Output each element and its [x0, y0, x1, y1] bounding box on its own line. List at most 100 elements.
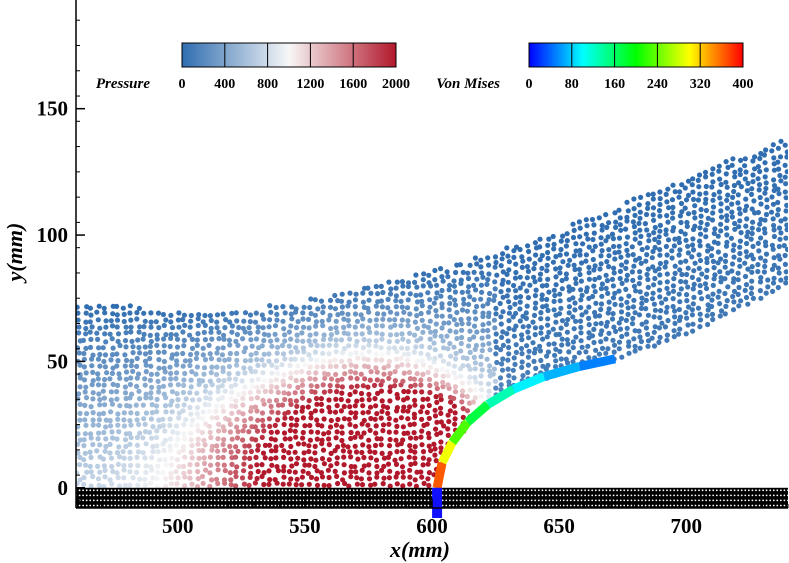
fluid-particle — [711, 192, 717, 198]
fluid-particle — [142, 358, 149, 364]
floor-particle — [747, 494, 750, 497]
fluid-particle — [299, 377, 305, 383]
floor-particle — [594, 489, 597, 492]
floor-particle — [537, 489, 540, 492]
fluid-particle — [90, 410, 96, 416]
fluid-particle — [202, 357, 209, 363]
fluid-particle — [544, 334, 550, 340]
fluid-particle — [599, 248, 605, 254]
fluid-particle — [195, 322, 201, 329]
fluid-particle — [537, 271, 544, 277]
fluid-particle — [711, 276, 717, 282]
fluid-particle — [394, 332, 400, 338]
fluid-particle — [670, 210, 676, 216]
floor-particle — [82, 499, 84, 502]
fluid-particle — [545, 349, 552, 355]
floor-particle — [594, 499, 597, 502]
fluid-particle — [254, 428, 261, 434]
floor-particle — [424, 489, 426, 492]
fluid-particle — [631, 297, 637, 303]
floor-particle — [249, 499, 252, 502]
floor-particle — [260, 499, 262, 502]
floor-particle — [634, 489, 636, 492]
fluid-particle — [252, 404, 259, 410]
fluid-particle — [327, 424, 334, 430]
fluid-particle — [433, 372, 439, 378]
fluid-particle — [95, 476, 102, 482]
floor-particle — [128, 499, 131, 502]
fluid-particle — [709, 297, 715, 303]
fluid-particle — [347, 336, 353, 342]
fluid-particle — [381, 311, 387, 317]
fluid-particle — [294, 349, 301, 355]
fluid-particle — [583, 252, 590, 258]
fluid-particle — [384, 405, 391, 411]
fluid-particle — [300, 310, 306, 316]
fluid-particle — [506, 318, 512, 324]
fluid-particle — [149, 455, 155, 461]
fluid-particle — [345, 311, 351, 317]
fluid-particle — [327, 358, 333, 365]
fluid-particle — [334, 403, 340, 409]
floor-particle — [780, 494, 782, 497]
fluid-particle — [136, 344, 142, 351]
fluid-particle — [339, 430, 345, 436]
fluid-particle — [493, 339, 499, 345]
fluid-particle — [616, 339, 623, 345]
fluid-particle — [226, 337, 232, 343]
floor-particle — [488, 494, 490, 497]
fluid-particle — [228, 383, 234, 390]
fluid-particle — [405, 408, 411, 414]
floor-particle — [114, 499, 117, 502]
fluid-particle — [742, 163, 748, 169]
floor-particle — [573, 499, 576, 502]
fluid-particle — [656, 339, 662, 345]
floor-particle — [683, 499, 686, 502]
fluid-particle — [394, 311, 400, 317]
fluid-particle — [255, 443, 261, 449]
floor-particle — [783, 499, 786, 502]
fluid-particle — [76, 330, 82, 336]
fluid-particle — [200, 480, 206, 486]
fluid-particle — [312, 408, 318, 414]
fluid-particle — [234, 464, 240, 470]
floor-particle — [89, 494, 92, 497]
floor-particle — [416, 504, 419, 507]
floor-particle — [299, 494, 302, 497]
fluid-particle — [220, 311, 226, 317]
floor-particle — [420, 499, 423, 502]
floor-particle — [559, 489, 562, 492]
fluid-particle — [511, 355, 517, 361]
fluid-particle — [497, 375, 504, 381]
fluid-particle — [180, 363, 186, 369]
floor-particle — [85, 499, 88, 502]
fluid-particle — [333, 435, 339, 441]
fluid-particle — [374, 330, 380, 336]
fluid-particle — [559, 318, 566, 324]
fluid-particle — [187, 351, 194, 358]
fluid-particle — [589, 216, 596, 223]
fluid-particle — [149, 384, 155, 390]
fluid-particle — [453, 329, 459, 335]
fluid-particle — [123, 357, 130, 363]
floor-particle — [395, 494, 398, 497]
floor-particle — [178, 499, 181, 502]
fluid-particle — [87, 329, 93, 335]
fluid-particle — [76, 310, 81, 316]
fluid-particle — [558, 305, 564, 311]
floor-particle — [505, 499, 508, 502]
fluid-particle — [571, 262, 577, 268]
fluid-particle — [420, 362, 426, 368]
fluid-particle — [214, 325, 220, 331]
floor-particle — [352, 504, 355, 507]
fluid-particle — [312, 376, 318, 382]
floor-particle — [456, 494, 458, 497]
fluid-particle — [352, 434, 358, 440]
fluid-particle — [743, 203, 750, 209]
fluid-particle — [353, 363, 359, 370]
fluid-particle — [308, 410, 314, 416]
fluid-particle — [135, 463, 141, 469]
floor-particle — [541, 494, 544, 497]
fluid-particle — [537, 244, 543, 250]
floor-particle — [744, 504, 747, 507]
